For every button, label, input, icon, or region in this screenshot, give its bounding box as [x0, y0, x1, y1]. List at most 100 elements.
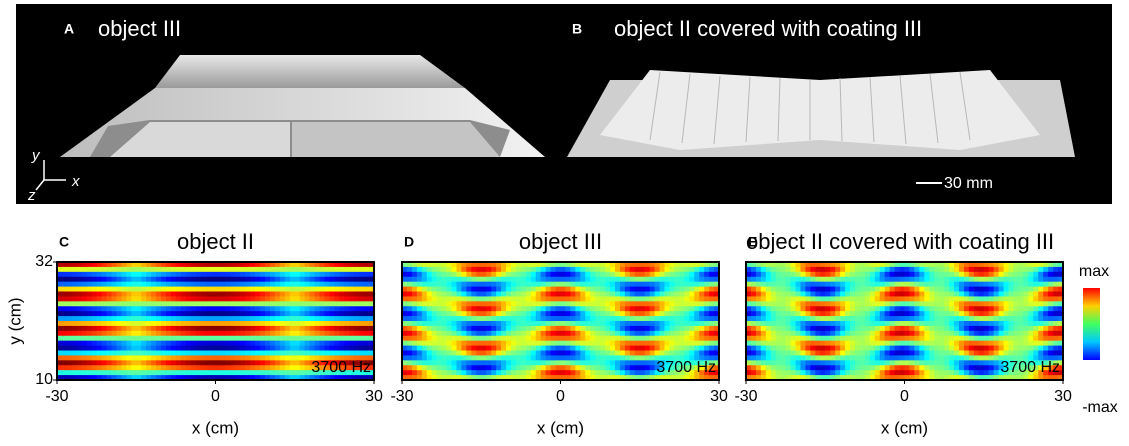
heatmap-cell: [655, 282, 660, 287]
heatmap-cell: [635, 341, 640, 346]
heatmap-cell: [511, 282, 516, 287]
heatmap-cell: [62, 326, 67, 331]
heatmap-cell: [295, 341, 300, 346]
heatmap-cell: [810, 336, 815, 341]
heatmap-cell: [1013, 296, 1018, 301]
heatmap-cell: [432, 311, 437, 316]
heatmap-cell: [456, 365, 461, 370]
heatmap-cell: [820, 360, 825, 365]
heatmap-cell: [171, 331, 176, 336]
heatmap-cell: [156, 355, 161, 360]
heatmap-cell: [805, 346, 810, 351]
heatmap-cell: [905, 316, 910, 321]
heatmap-cell: [585, 365, 590, 370]
heatmap-cell: [674, 272, 679, 277]
heatmap-cell: [412, 355, 417, 360]
heatmap-cell: [909, 326, 914, 331]
heatmap-cell: [447, 267, 452, 272]
heatmap-cell: [909, 346, 914, 351]
heatmap-cell: [620, 267, 625, 272]
heatmap-cell: [191, 301, 196, 306]
heatmap-cell: [191, 321, 196, 326]
x-tick-label: 0: [556, 388, 565, 405]
heatmap-cell: [260, 267, 265, 272]
heatmap-cell: [999, 316, 1004, 321]
heatmap-cell: [561, 306, 566, 311]
heatmap-cell: [855, 336, 860, 341]
heatmap-cell: [665, 341, 670, 346]
heatmap-cell: [984, 355, 989, 360]
heatmap-cell: [585, 346, 590, 351]
heatmap-cell: [364, 296, 369, 301]
heatmap-cell: [486, 282, 491, 287]
heatmap-cell: [595, 321, 600, 326]
heatmap-cell: [635, 267, 640, 272]
heatmap-cell: [791, 321, 796, 326]
heatmap-cell: [511, 301, 516, 306]
heatmap-cell: [919, 360, 924, 365]
heatmap-cell: [67, 292, 72, 297]
heatmap-cell: [255, 306, 260, 311]
heatmap-cell: [476, 306, 481, 311]
heatmap-cell: [625, 306, 630, 311]
heatmap-cell: [536, 277, 541, 282]
heatmap-cell: [82, 267, 87, 272]
heatmap-cell: [820, 296, 825, 301]
heatmap-cell: [329, 316, 334, 321]
heatmap-cell: [427, 346, 432, 351]
heatmap-cell: [974, 336, 979, 341]
heatmap-cell: [875, 287, 880, 292]
heatmap-cell: [240, 331, 245, 336]
heatmap-cell: [1043, 341, 1048, 346]
heatmap-cell: [412, 287, 417, 292]
heatmap-cell: [600, 365, 605, 370]
heatmap-cell: [865, 370, 870, 375]
heatmap-cell: [146, 282, 151, 287]
heatmap-cell: [665, 351, 670, 356]
heatmap-cell: [800, 287, 805, 292]
heatmap-cell: [580, 301, 585, 306]
heatmap-cell: [496, 331, 501, 336]
heatmap-cell: [595, 346, 600, 351]
heatmap-cell: [615, 311, 620, 316]
heatmap-cell: [999, 346, 1004, 351]
heatmap-cell: [796, 360, 801, 365]
heatmap-cell: [176, 331, 181, 336]
heatmap-cell: [121, 311, 126, 316]
heatmap-cell: [855, 306, 860, 311]
heatmap-cell: [810, 360, 815, 365]
heatmap-cell: [250, 321, 255, 326]
heatmap-cell: [580, 306, 585, 311]
panel-title: object II: [177, 229, 254, 254]
heatmap-cell: [914, 316, 919, 321]
panel-letter: C: [59, 234, 69, 250]
heatmap-cell: [427, 306, 432, 311]
heatmap-cell: [481, 346, 486, 351]
heatmap-cell: [585, 370, 590, 375]
heatmap-cell: [225, 272, 230, 277]
heatmap-cell: [989, 306, 994, 311]
heatmap-cell: [417, 370, 422, 375]
heatmap-cell: [206, 360, 211, 365]
heatmap-cell: [121, 341, 126, 346]
heatmap-cell: [561, 267, 566, 272]
heatmap-cell: [580, 282, 585, 287]
heatmap-cell: [526, 301, 531, 306]
heatmap-cell: [310, 336, 315, 341]
y-tick-label: 32: [35, 253, 53, 270]
heatmap-cell: [92, 370, 97, 375]
heatmap-cell: [689, 351, 694, 356]
heatmap-cell: [146, 296, 151, 301]
heatmap-cell: [989, 336, 994, 341]
heatmap-cell: [1023, 326, 1028, 331]
heatmap-cell: [67, 346, 72, 351]
heatmap-cell: [900, 341, 905, 346]
heatmap-cell: [580, 346, 585, 351]
heatmap-cell: [796, 292, 801, 297]
heatmap-cell: [300, 360, 305, 365]
heatmap-cell: [171, 311, 176, 316]
heatmap-cell: [939, 365, 944, 370]
heatmap-cell: [359, 326, 364, 331]
figure: 30 mm A object III B object II covered w…: [0, 0, 1129, 441]
heatmap-cell: [541, 326, 546, 331]
